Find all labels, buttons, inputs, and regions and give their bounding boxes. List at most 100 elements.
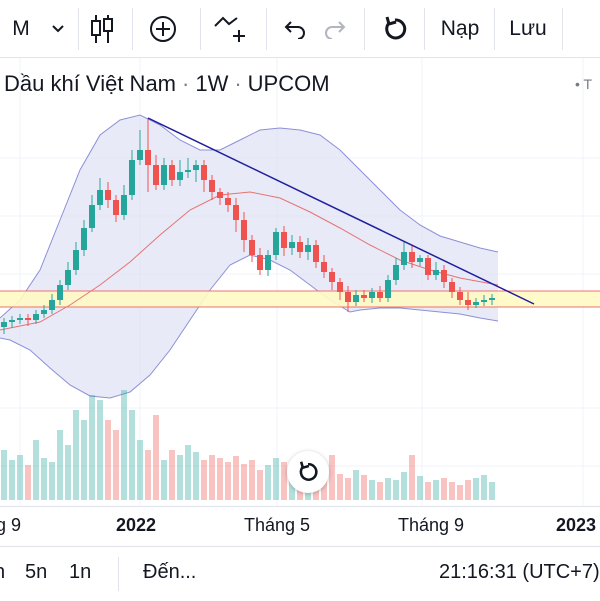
time-axis-label: 2022 [116,515,157,535]
legend-dot: · [234,71,242,96]
range-button-1d[interactable]: 1n [69,561,92,583]
volume-bar [433,480,439,500]
candle-body [9,320,15,322]
status-flag-text: T [583,76,593,92]
candles-icon[interactable] [82,0,122,57]
market-status-flag[interactable]: • T [575,76,592,92]
volume-bar [281,462,287,500]
volume-bar [121,390,127,500]
chevron-down-icon[interactable] [44,0,72,57]
moving-average-line [0,191,499,331]
candle-body [137,150,143,160]
volume-bar [425,482,431,500]
volume-bar [345,478,351,500]
reset-icon [299,461,318,481]
candle-body [153,165,159,185]
price-chart[interactable] [0,58,600,506]
candle-body [233,205,239,220]
range-button[interactable]: n [0,561,5,584]
volume-bar [97,400,103,500]
candle-body [161,165,167,185]
volume-bar [401,472,407,500]
add-indicator-icon[interactable] [138,0,188,57]
time-axis-label: 2023 [556,515,597,535]
volume-bar [457,485,463,500]
candle-body [321,262,327,272]
candle-body [169,165,175,180]
compare-icon[interactable] [206,0,256,57]
toolbar-divider [132,8,133,50]
candle-body [297,242,303,252]
trend-line [147,117,535,305]
candle-body [273,232,279,255]
candle-body [433,270,439,275]
toolbar-divider [266,8,267,50]
volume-bar [265,465,271,500]
candle-body [185,170,191,172]
candle-body [33,314,39,320]
volume-bar [441,478,447,500]
load-label: Nạp [440,16,480,40]
volume-bar [185,445,191,500]
volume-bar [9,460,15,500]
volume-bar [337,474,343,500]
volume-bar [145,450,151,500]
volume-bar [41,458,47,500]
candle-body [65,270,71,285]
toolbar-divider [424,8,425,50]
candle-body [441,270,447,282]
volume-bar [201,460,207,500]
candle-body [177,172,183,180]
candle-body [409,252,415,262]
volume-bar [81,420,87,500]
volume-bar [89,395,95,500]
reload-icon[interactable] [372,0,418,57]
candle-body [201,165,207,180]
volume-bar [193,452,199,500]
volume-bar [217,458,223,500]
candle-body [129,160,135,195]
candle-body [81,228,87,250]
volume-bar [329,455,335,500]
range-button-5d[interactable]: 5n [25,561,48,583]
toolbar-divider [562,8,563,50]
candle-body [329,272,335,282]
candle-body [313,245,319,262]
symbol-legend[interactable]: Dầu khí Việt Nam · 1W · UPCOM [4,71,330,97]
candle-body [417,258,423,262]
support-zone [0,291,600,307]
volume-bar [73,410,79,500]
volume-bar [161,460,167,500]
candle-body [217,192,223,198]
save-button[interactable]: Lưu [498,0,558,57]
undo-icon[interactable] [274,0,314,57]
candle-body [393,265,399,280]
volume-bar [169,450,175,500]
candle-body [241,220,247,240]
candle-body [49,300,55,310]
volume-bar [177,455,183,500]
volume-bar [225,462,231,500]
candle-body [41,310,47,314]
candle-body [345,292,351,302]
candle-body [249,240,255,255]
volume-bar [113,430,119,500]
candle-body [25,318,31,320]
load-button[interactable]: Nạp [428,0,492,57]
time-axis[interactable]: g 9 2022 Tháng 5 Tháng 9 2023 [0,506,600,542]
candle-body [465,300,471,305]
volume-bar [353,470,359,500]
interval-button[interactable]: M [2,0,40,57]
candle-body [57,285,63,300]
reset-chart-button[interactable] [287,451,329,493]
volume-bar [369,480,375,500]
volume-bar [25,465,31,500]
candle-body [305,245,311,252]
goto-date-button[interactable]: Đến... [143,561,197,583]
volume-bar [137,440,143,500]
volume-bar [209,455,215,500]
bollinger-upper [0,114,499,319]
candle-body [281,232,287,248]
clock-timezone[interactable]: 21:16:31 (UTC+7) [439,561,600,583]
redo-icon[interactable] [316,0,356,57]
